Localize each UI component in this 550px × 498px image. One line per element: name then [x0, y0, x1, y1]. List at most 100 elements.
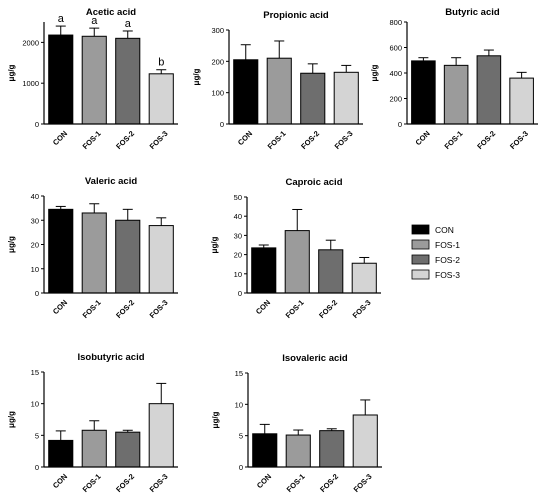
legend-swatch: [411, 254, 430, 265]
legend: CON FOS-1 FOS-2 FOS-3: [411, 224, 460, 280]
chart-title: Isovaleric acid: [282, 353, 348, 364]
y-tick-label: 10: [235, 400, 243, 409]
chart-title: Propionic acid: [263, 10, 329, 21]
x-tick-label: FOS-3: [148, 298, 170, 320]
chart-title: Acetic acid: [86, 7, 136, 18]
bar: [411, 60, 436, 125]
y-tick-label: 0: [35, 120, 39, 129]
chart-title: Caproic acid: [285, 177, 342, 188]
x-tick-label: FOS-1: [81, 129, 103, 151]
bar: [300, 72, 326, 125]
bar: [81, 212, 107, 294]
y-axis-label: μg/g: [7, 236, 16, 253]
y-tick-label: 2000: [22, 38, 39, 47]
x-tick-label: FOS-2: [475, 129, 497, 151]
y-tick-label: 0: [239, 463, 243, 472]
x-tick-label: FOS-2: [114, 472, 136, 494]
x-tick-label: CON: [51, 298, 69, 316]
x-tick-label: FOS-3: [352, 472, 374, 494]
y-tick-label: 30: [234, 231, 242, 240]
x-tick-label: FOS-2: [114, 298, 136, 320]
y-tick-label: 0: [398, 120, 402, 129]
chart-panel: Acetic acid μg/g a CON a FOS-1 a FOS-2 b FOS-3 0 10…: [7, 7, 178, 151]
x-tick-label: FOS-1: [81, 472, 103, 494]
bar: [352, 414, 378, 468]
x-tick-label: FOS-3: [351, 298, 373, 320]
x-tick-label: CON: [414, 129, 432, 147]
x-tick-label: CON: [255, 472, 273, 490]
chart-panel: Isovaleric acid μg/g CON FOS-1 FOS-2 FOS-3 0 5 1…: [211, 353, 382, 494]
bar: [148, 225, 174, 294]
bar: [115, 431, 141, 468]
bar: [318, 249, 344, 294]
y-tick-label: 200: [211, 57, 224, 66]
y-tick-label: 300: [211, 26, 224, 35]
y-tick-label: 5: [35, 431, 39, 440]
bar: [48, 34, 74, 125]
bar: [284, 230, 310, 294]
chart-panel: Propionic acid μg/g CON FOS-1 FOS-2 FOS-3 0 100…: [192, 10, 363, 151]
legend-label: FOS-1: [435, 240, 460, 250]
bar: [252, 433, 278, 468]
bar: [48, 439, 74, 468]
y-tick-label: 10: [31, 400, 39, 409]
y-tick-label: 800: [389, 18, 402, 27]
legend-swatch: [411, 239, 430, 250]
bar: [509, 77, 534, 125]
bar: [115, 219, 141, 294]
y-axis-label: μg/g: [7, 411, 16, 428]
bar: [443, 64, 469, 125]
significance-letter: b: [158, 57, 164, 69]
y-tick-label: 15: [31, 368, 39, 377]
x-tick-label: CON: [236, 129, 254, 147]
x-tick-label: CON: [51, 472, 69, 490]
bar: [81, 35, 107, 125]
x-tick-label: FOS-1: [443, 129, 465, 151]
y-tick-label: 50: [234, 193, 242, 202]
y-tick-label: 0: [220, 120, 224, 129]
y-tick-label: 10: [31, 265, 39, 274]
y-tick-label: 20: [31, 241, 39, 250]
y-tick-label: 10: [234, 270, 242, 279]
x-tick-label: FOS-3: [148, 472, 170, 494]
chart-panel: Isobutyric acid μg/g CON FOS-1 FOS-2 FOS-3 0 5 1…: [7, 352, 178, 494]
x-tick-label: CON: [51, 129, 69, 147]
bar: [333, 71, 359, 125]
bar: [115, 37, 141, 125]
x-tick-label: FOS-3: [148, 129, 170, 151]
y-axis-label: μg/g: [7, 64, 16, 81]
y-axis-label: μg/g: [370, 64, 379, 81]
chart-panel: Butyric acid μg/g CON FOS-1 FOS-2 FOS-3 0 200 40…: [370, 7, 538, 151]
legend-label: CON: [435, 225, 454, 235]
bar: [148, 73, 174, 125]
y-tick-label: 200: [389, 95, 402, 104]
y-tick-label: 0: [238, 289, 242, 298]
y-axis-label: μg/g: [210, 236, 219, 253]
x-tick-label: FOS-2: [114, 129, 136, 151]
chart-panel: Caproic acid μg/g CON FOS-1 FOS-2 FOS-3 0 10 20 3…: [210, 177, 381, 320]
bar: [476, 55, 502, 125]
legend-swatch: [411, 269, 430, 280]
y-tick-label: 600: [389, 44, 402, 53]
chart-title: Butyric acid: [445, 7, 500, 18]
bar: [319, 430, 345, 468]
bar: [233, 59, 259, 125]
bar: [351, 262, 377, 294]
chart-title: Isobutyric acid: [77, 352, 144, 363]
y-axis-label: μg/g: [211, 411, 220, 428]
x-tick-label: FOS-3: [333, 129, 355, 151]
legend-swatch: [411, 224, 430, 235]
significance-letter: a: [125, 18, 132, 30]
chart-title: Valeric acid: [85, 176, 137, 187]
x-tick-label: FOS-2: [318, 472, 340, 494]
x-tick-label: CON: [254, 298, 272, 316]
significance-letter: a: [58, 13, 65, 25]
bar: [251, 247, 277, 294]
y-tick-label: 15: [235, 369, 243, 378]
y-tick-label: 100: [211, 89, 224, 98]
x-tick-label: FOS-3: [508, 129, 530, 151]
y-axis-label: μg/g: [192, 68, 201, 85]
x-tick-label: FOS-1: [284, 298, 306, 320]
bar: [266, 57, 292, 125]
